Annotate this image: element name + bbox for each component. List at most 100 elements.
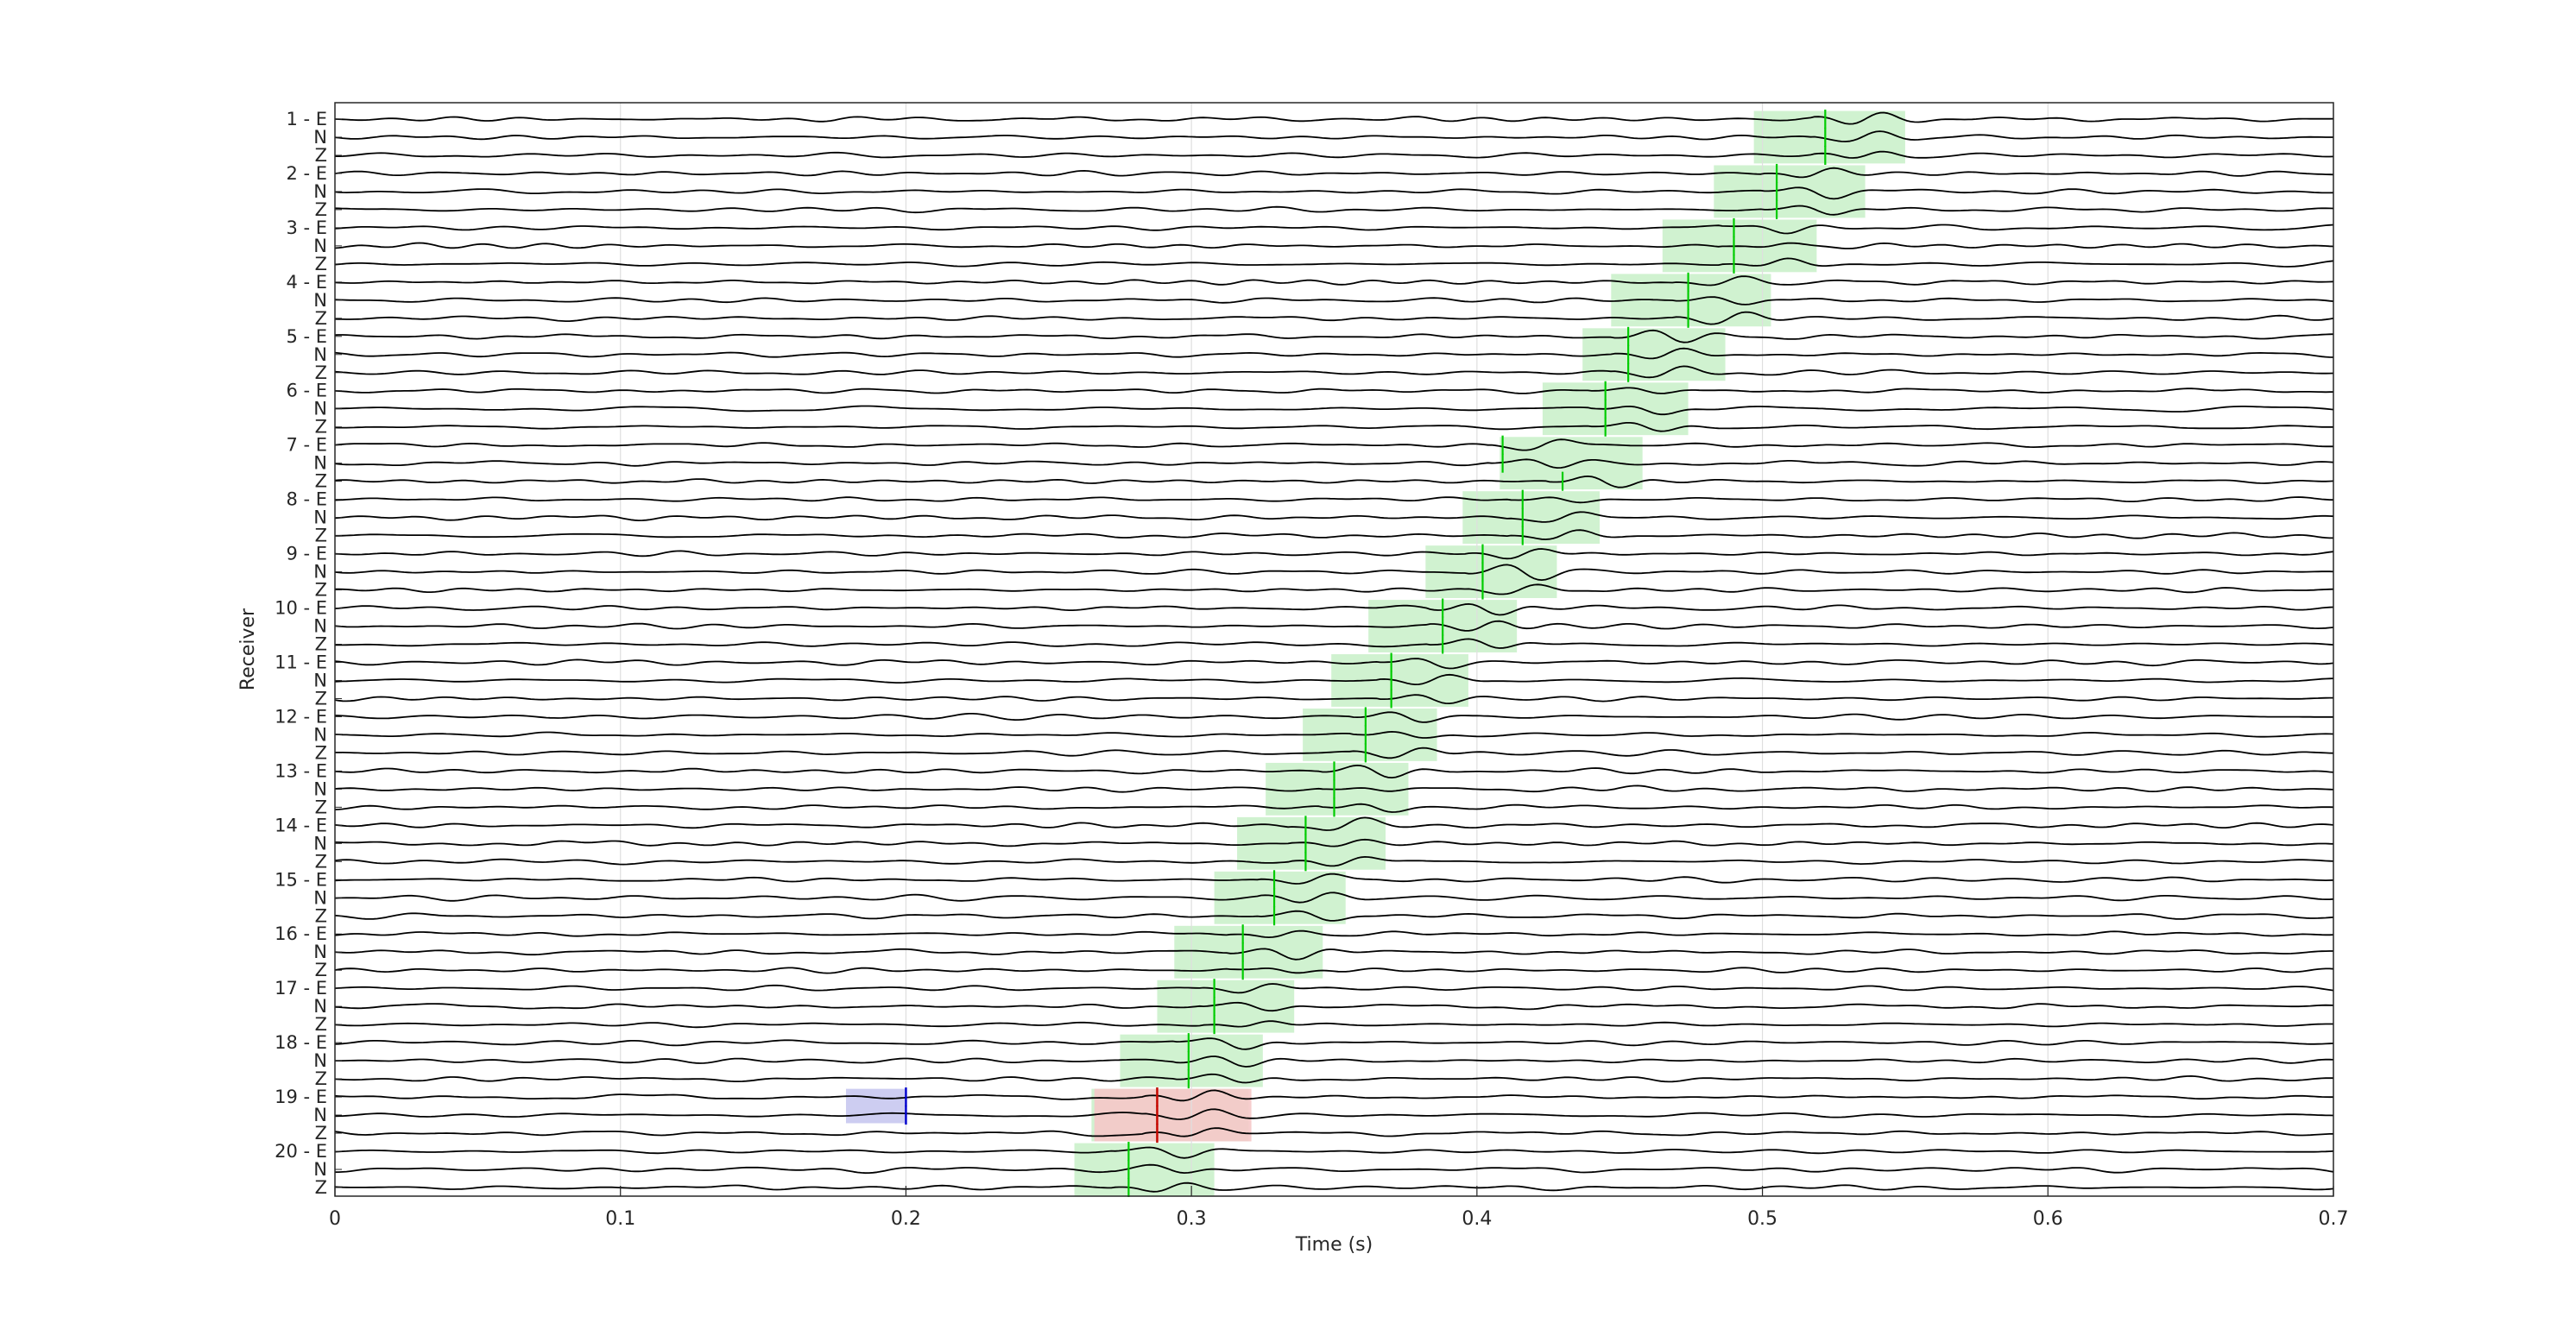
trace-receiver-14-E bbox=[334, 816, 2334, 831]
trace-receiver-6-E bbox=[334, 387, 2334, 394]
y-tick-label-15-N: N bbox=[313, 887, 327, 908]
trace-receiver-4-E bbox=[334, 275, 2334, 287]
y-tick-label-20-N: N bbox=[313, 1159, 327, 1180]
x-tick-label-0.3: 0.3 bbox=[1177, 1208, 1207, 1230]
y-tick-label-18-Z: Z bbox=[315, 1068, 327, 1089]
trace-receiver-1-N bbox=[334, 130, 2333, 142]
trace-receiver-12-N bbox=[334, 731, 2334, 739]
x-tick-label-0.6: 0.6 bbox=[2033, 1208, 2063, 1230]
trace-receiver-10-N bbox=[334, 620, 2334, 632]
y-tick-label-1-Z: Z bbox=[315, 145, 327, 166]
y-tick-label-3-E: 3 - E bbox=[286, 217, 327, 238]
y-tick-label-9-N: N bbox=[313, 562, 327, 583]
y-tick-label-13-Z: Z bbox=[315, 797, 327, 817]
trace-receiver-10-Z bbox=[335, 638, 2334, 649]
trace-receiver-11-E bbox=[334, 658, 2334, 670]
traces bbox=[334, 111, 2334, 1193]
y-tick-label-1-N: N bbox=[313, 127, 327, 148]
x-tick-label-0.1: 0.1 bbox=[605, 1208, 635, 1230]
y-tick-label-17-E: 17 - E bbox=[275, 978, 327, 999]
trace-receiver-19-N bbox=[334, 1108, 2334, 1120]
trace-receiver-1-Z bbox=[335, 150, 2334, 159]
trace-receiver-7-Z bbox=[334, 476, 2334, 488]
y-tick-label-20-E: 20 - E bbox=[275, 1141, 327, 1162]
y-tick-label-3-Z: Z bbox=[315, 254, 327, 274]
y-tick-label-10-Z: Z bbox=[315, 634, 327, 655]
y-tick-label-8-E: 8 - E bbox=[286, 489, 327, 510]
trace-receiver-18-Z bbox=[334, 1073, 2334, 1084]
trace-receiver-2-Z bbox=[334, 205, 2334, 216]
trace-receiver-8-Z bbox=[335, 529, 2333, 540]
trace-receiver-5-Z bbox=[334, 365, 2334, 379]
y-tick-label-13-N: N bbox=[313, 778, 327, 799]
trace-receiver-8-N bbox=[334, 511, 2334, 523]
trace-receiver-19-E bbox=[334, 1089, 2333, 1102]
trace-receiver-8-E bbox=[334, 496, 2334, 504]
trace-receiver-17-E bbox=[334, 983, 2334, 994]
y-tick-label-14-N: N bbox=[313, 833, 327, 854]
trace-receiver-18-E bbox=[334, 1037, 2334, 1050]
trace-receiver-16-E bbox=[334, 929, 2334, 938]
trace-receiver-3-E bbox=[334, 224, 2334, 235]
trace-receiver-2-E bbox=[334, 167, 2334, 179]
red-pick-window-receiver-19 bbox=[1094, 1088, 1252, 1142]
y-tick-label-10-E: 10 - E bbox=[275, 598, 327, 619]
trace-receiver-6-N bbox=[335, 405, 2334, 416]
trace-receiver-4-N bbox=[334, 296, 2334, 306]
y-tick-label-13-E: 13 - E bbox=[275, 760, 327, 781]
y-tick-label-7-Z: Z bbox=[315, 471, 327, 492]
arrival-picks bbox=[905, 109, 1827, 1198]
trace-receiver-2-N bbox=[334, 186, 2334, 200]
grid-lines bbox=[620, 103, 2049, 1196]
y-tick-label-8-N: N bbox=[313, 507, 327, 528]
y-tick-label-7-E: 7 - E bbox=[286, 435, 327, 456]
blue-pick-window-receiver-19 bbox=[845, 1088, 906, 1124]
y-tick-label-5-Z: Z bbox=[315, 362, 327, 383]
trace-receiver-20-N bbox=[334, 1163, 2334, 1175]
y-tick-label-19-Z: Z bbox=[315, 1123, 327, 1144]
trace-receiver-16-Z bbox=[334, 967, 2334, 974]
y-tick-label-15-E: 15 - E bbox=[275, 869, 327, 890]
y-tick-label-12-E: 12 - E bbox=[275, 706, 327, 727]
y-tick-label-16-Z: Z bbox=[315, 960, 327, 980]
y-tick-label-10-N: N bbox=[313, 616, 327, 637]
y-tick-label-11-Z: Z bbox=[315, 688, 327, 709]
trace-receiver-9-Z bbox=[335, 583, 2334, 595]
trace-receiver-15-Z bbox=[334, 910, 2334, 922]
y-tick-label-18-E: 18 - E bbox=[275, 1032, 327, 1053]
x-tick-labels: 0 0.1 0.2 0.3 0.4 0.5 0.6 0.7 bbox=[329, 1186, 2349, 1230]
trace-receiver-11-N bbox=[334, 673, 2334, 685]
x-tick-label-0.4: 0.4 bbox=[1462, 1208, 1492, 1230]
x-tick-label-0.7: 0.7 bbox=[2319, 1208, 2349, 1230]
trace-receiver-9-E bbox=[334, 548, 2334, 560]
trace-receiver-12-Z bbox=[335, 747, 2334, 759]
y-tick-label-4-E: 4 - E bbox=[286, 272, 327, 293]
y-tick-label-16-N: N bbox=[313, 942, 327, 962]
trace-receiver-7-N bbox=[334, 458, 2334, 469]
arrival-window-receiver-17 bbox=[1157, 980, 1295, 1033]
arrival-windows bbox=[845, 110, 1905, 1196]
y-tick-label-9-Z: Z bbox=[315, 580, 327, 601]
y-tick-label-16-E: 16 - E bbox=[275, 923, 327, 944]
trace-receiver-12-E bbox=[334, 711, 2333, 723]
y-tick-label-20-Z: Z bbox=[315, 1177, 327, 1198]
trace-receiver-20-E bbox=[334, 1146, 2334, 1159]
x-tick-label-0: 0 bbox=[329, 1208, 341, 1230]
trace-receiver-15-N bbox=[334, 892, 2334, 904]
y-tick-label-7-N: N bbox=[313, 453, 327, 474]
y-tick-label-14-Z: Z bbox=[315, 851, 327, 872]
y-tick-label-14-E: 14 - E bbox=[275, 815, 327, 835]
y-tick-label-12-N: N bbox=[313, 724, 327, 745]
y-tick-label-4-Z: Z bbox=[315, 308, 327, 329]
y-tick-label-4-N: N bbox=[313, 290, 327, 311]
trace-receiver-20-Z bbox=[334, 1181, 2334, 1193]
trace-receiver-17-N bbox=[334, 1001, 2334, 1012]
y-tick-label-9-E: 9 - E bbox=[286, 544, 327, 564]
y-tick-label-17-N: N bbox=[313, 996, 327, 1017]
trace-receiver-5-E bbox=[334, 329, 2334, 343]
trace-receiver-14-Z bbox=[334, 856, 2334, 867]
trace-receiver-18-N bbox=[335, 1055, 2334, 1068]
y-tick-label-3-N: N bbox=[313, 236, 327, 256]
trace-receiver-10-E bbox=[334, 603, 2334, 616]
trace-receiver-4-Z bbox=[334, 311, 2334, 325]
